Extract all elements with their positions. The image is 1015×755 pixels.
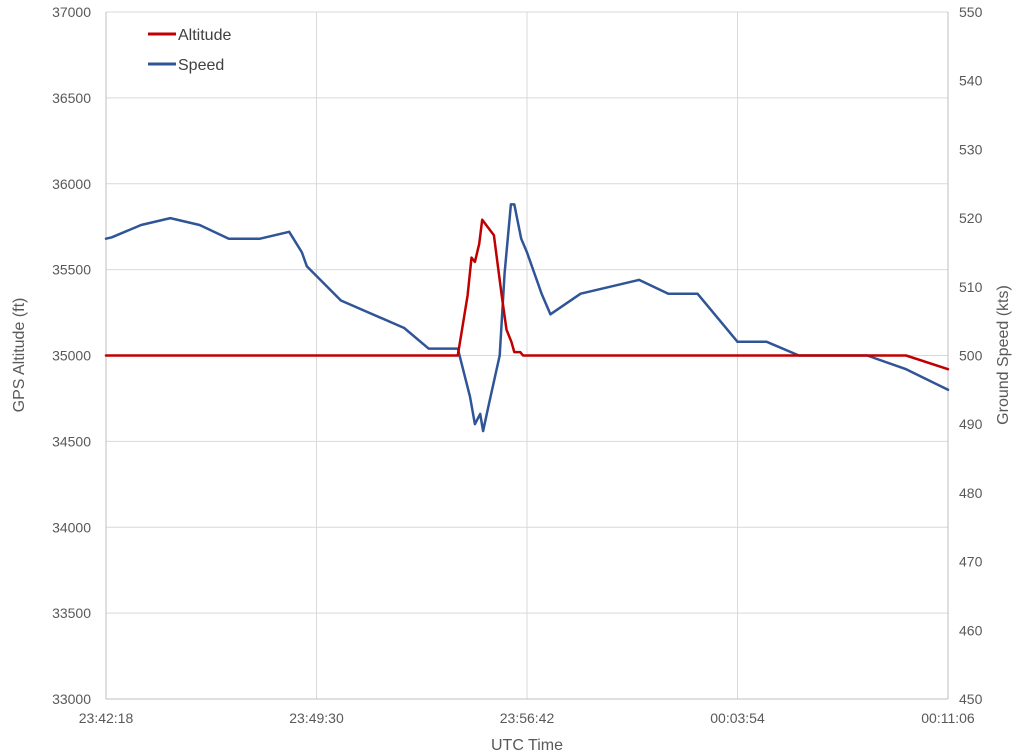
y-left-tick-label: 35000 [52, 348, 91, 364]
y-left-tick-label: 37000 [52, 4, 91, 20]
y-right-tick-label: 470 [959, 554, 983, 570]
y-left-tick-label: 35500 [52, 262, 91, 278]
y-right-tick-label: 510 [959, 279, 983, 295]
y-right-tick-label: 480 [959, 485, 983, 501]
x-tick-label: 00:03:54 [710, 710, 765, 726]
y-right-tick-label: 520 [959, 210, 983, 226]
legend: Altitude Speed [148, 27, 231, 74]
y-right-tick-label: 540 [959, 73, 983, 89]
y-left-tick-label: 33000 [52, 691, 91, 707]
right-axis-title: Ground Speed (kts) [995, 285, 1012, 425]
tick-labels: 33000 33500 34000 34500 35000 35500 36000 36500… [52, 4, 983, 726]
y-right-tick-label: 530 [959, 141, 983, 157]
x-axis-title: UTC Time [491, 737, 563, 754]
y-left-tick-label: 36000 [52, 176, 91, 192]
series-line-speed [104, 203, 950, 433]
y-left-tick-label: 36500 [52, 90, 91, 106]
y-right-tick-label: 550 [959, 4, 983, 20]
y-left-tick-label: 33500 [52, 605, 91, 621]
y-right-tick-label: 490 [959, 416, 983, 432]
x-tick-label: 23:49:30 [289, 710, 344, 726]
y-right-tick-label: 460 [959, 622, 983, 638]
y-right-tick-label: 500 [959, 348, 983, 364]
y-right-tick-label: 450 [959, 691, 983, 707]
left-axis-title: GPS Altitude (ft) [11, 298, 28, 413]
legend-label-speed: Speed [178, 57, 224, 74]
x-tick-label: 00:11:06 [921, 710, 975, 726]
x-tick-label: 23:56:42 [500, 710, 555, 726]
series [104, 203, 950, 433]
series-line-altitude [104, 218, 950, 371]
x-tick-label: 23:42:18 [79, 710, 134, 726]
legend-label-altitude: Altitude [178, 27, 231, 44]
y-left-tick-label: 34000 [52, 519, 91, 535]
y-left-tick-label: 34500 [52, 433, 91, 449]
